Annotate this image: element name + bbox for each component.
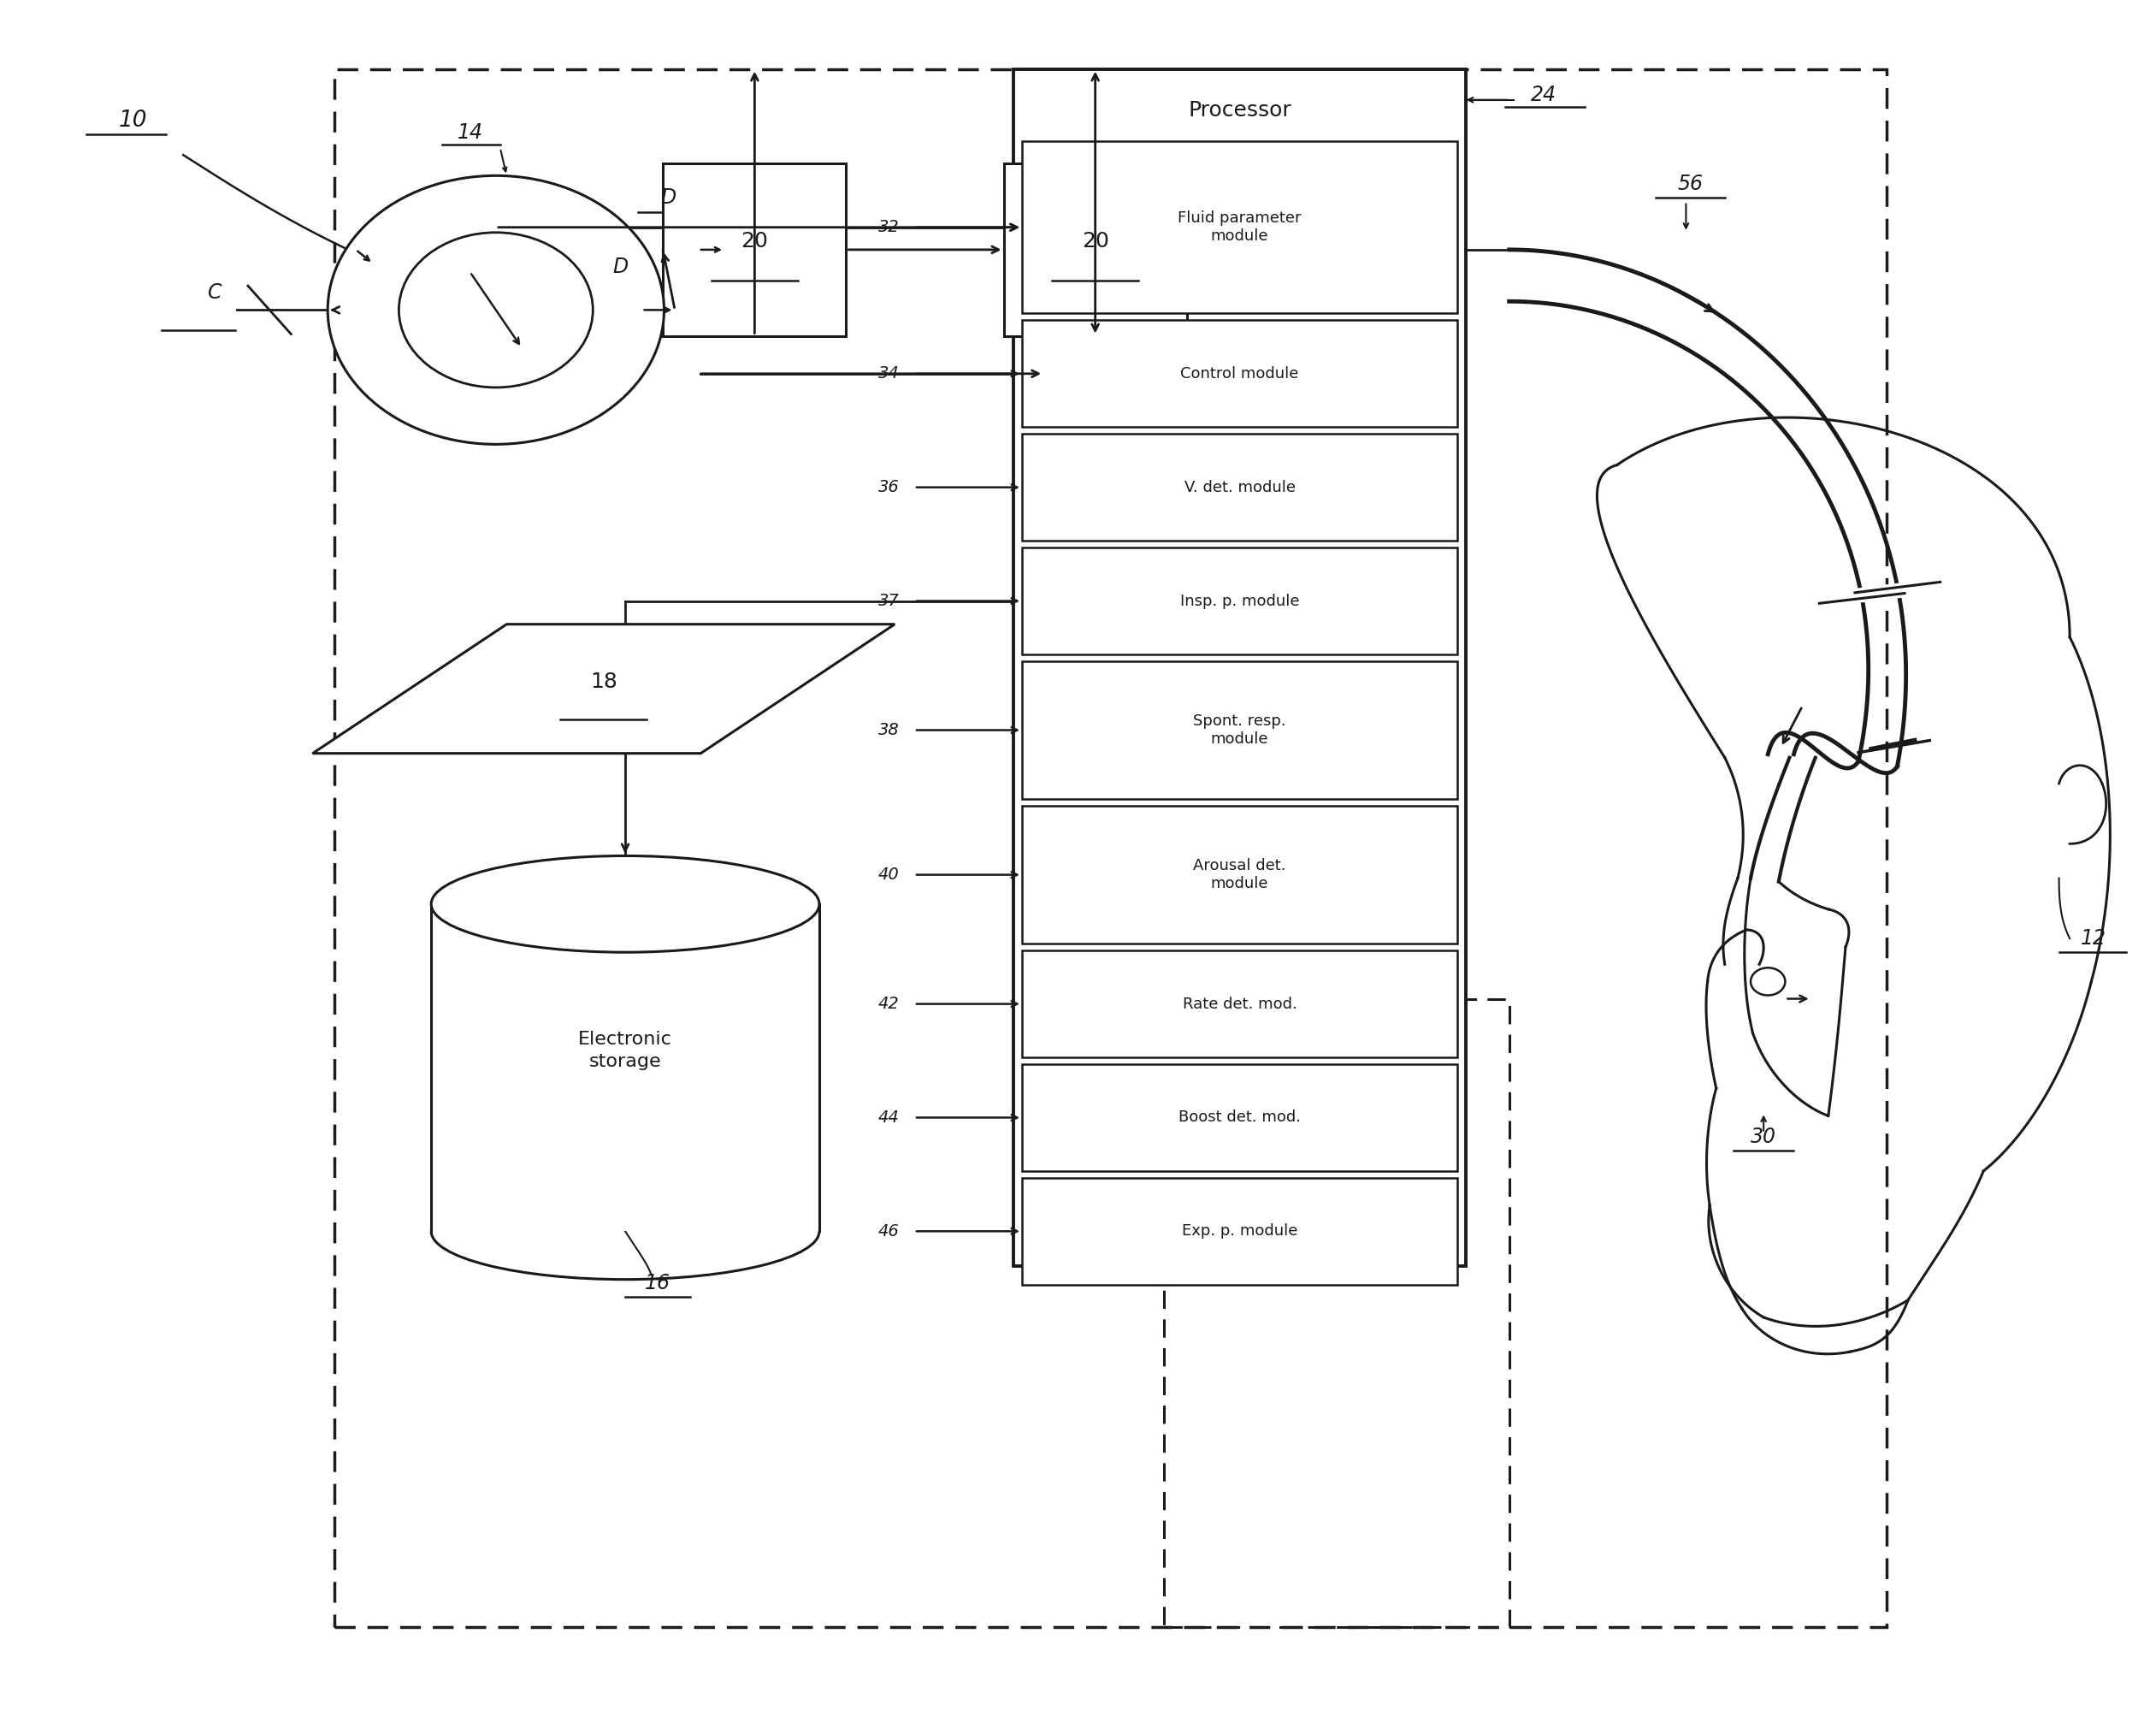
Polygon shape — [313, 625, 895, 754]
Text: 32: 32 — [877, 219, 899, 236]
Text: 42: 42 — [877, 995, 899, 1013]
Text: 24: 24 — [1531, 84, 1557, 105]
Circle shape — [328, 176, 664, 444]
Text: 10: 10 — [119, 110, 147, 131]
Text: Control module: Control module — [1181, 367, 1298, 381]
Bar — [1022, 1064, 1457, 1171]
Text: 16: 16 — [645, 1273, 671, 1293]
Text: C: C — [207, 282, 222, 303]
Bar — [1022, 806, 1457, 944]
Bar — [431, 904, 819, 1231]
Circle shape — [399, 232, 593, 387]
Text: 46: 46 — [877, 1223, 899, 1240]
Text: 18: 18 — [591, 672, 617, 692]
Text: Rate det. mod.: Rate det. mod. — [1181, 997, 1298, 1011]
Ellipse shape — [431, 856, 819, 952]
Text: Fluid parameter
module: Fluid parameter module — [1177, 210, 1302, 245]
Text: Insp. p. module: Insp. p. module — [1179, 594, 1300, 608]
Bar — [1022, 661, 1457, 799]
Bar — [1003, 164, 1186, 336]
Text: 40: 40 — [877, 866, 899, 883]
Text: 12: 12 — [2081, 928, 2106, 949]
Bar — [1013, 69, 1466, 1266]
Text: 34: 34 — [877, 365, 899, 382]
Text: 30: 30 — [1751, 1126, 1777, 1147]
Text: 38: 38 — [877, 722, 899, 739]
Text: D: D — [660, 188, 677, 208]
Text: 14: 14 — [457, 122, 483, 143]
Bar — [664, 164, 845, 336]
Bar — [1164, 999, 1509, 1627]
Text: Exp. p. module: Exp. p. module — [1181, 1224, 1298, 1238]
Text: 56: 56 — [1677, 174, 1703, 195]
Bar — [334, 69, 1886, 1627]
Bar — [1022, 320, 1457, 427]
Text: 20: 20 — [742, 231, 768, 251]
Bar — [1022, 1178, 1457, 1285]
Text: Electronic
storage: Electronic storage — [578, 1030, 673, 1071]
Bar — [1022, 434, 1457, 541]
Bar — [1022, 548, 1457, 654]
Text: Arousal det.
module: Arousal det. module — [1192, 858, 1287, 892]
Text: 20: 20 — [1082, 231, 1108, 251]
Text: D: D — [612, 257, 627, 277]
Text: Boost det. mod.: Boost det. mod. — [1179, 1111, 1300, 1124]
Text: 36: 36 — [877, 479, 899, 496]
Text: 44: 44 — [877, 1109, 899, 1126]
Text: Spont. resp.
module: Spont. resp. module — [1192, 713, 1287, 747]
Bar — [1022, 141, 1457, 313]
Text: 37: 37 — [877, 592, 899, 610]
Text: Processor: Processor — [1188, 100, 1291, 121]
Text: V. det. module: V. det. module — [1184, 480, 1296, 494]
Bar — [1022, 951, 1457, 1057]
